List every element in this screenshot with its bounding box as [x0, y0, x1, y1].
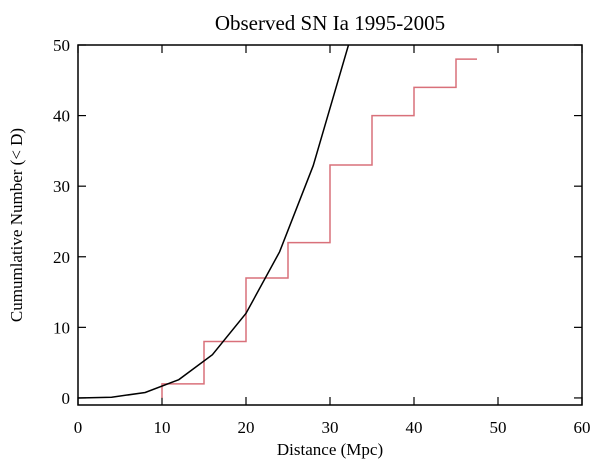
x-tick-label: 20 [238, 418, 255, 437]
y-tick-label: 30 [53, 177, 70, 196]
series-line [78, 45, 350, 399]
y-tick-label: 10 [53, 318, 70, 337]
x-tick-label: 0 [74, 418, 83, 437]
x-axis-label: Distance (Mpc) [277, 440, 383, 459]
y-tick-label: 40 [53, 107, 70, 126]
y-tick-label: 0 [62, 389, 71, 408]
x-tick-label: 10 [154, 418, 171, 437]
x-tick-label: 40 [406, 418, 423, 437]
x-tick-label: 50 [490, 418, 507, 437]
x-tick-label: 60 [574, 418, 591, 437]
chart-title: Observed SN Ia 1995-2005 [215, 11, 445, 35]
y-axis-label: Cumumlative Number (< D) [7, 128, 26, 322]
y-tick-label: 20 [53, 248, 70, 267]
x-tick-label: 30 [322, 418, 339, 437]
y-tick-label: 50 [53, 36, 70, 55]
series-line [161, 58, 477, 398]
